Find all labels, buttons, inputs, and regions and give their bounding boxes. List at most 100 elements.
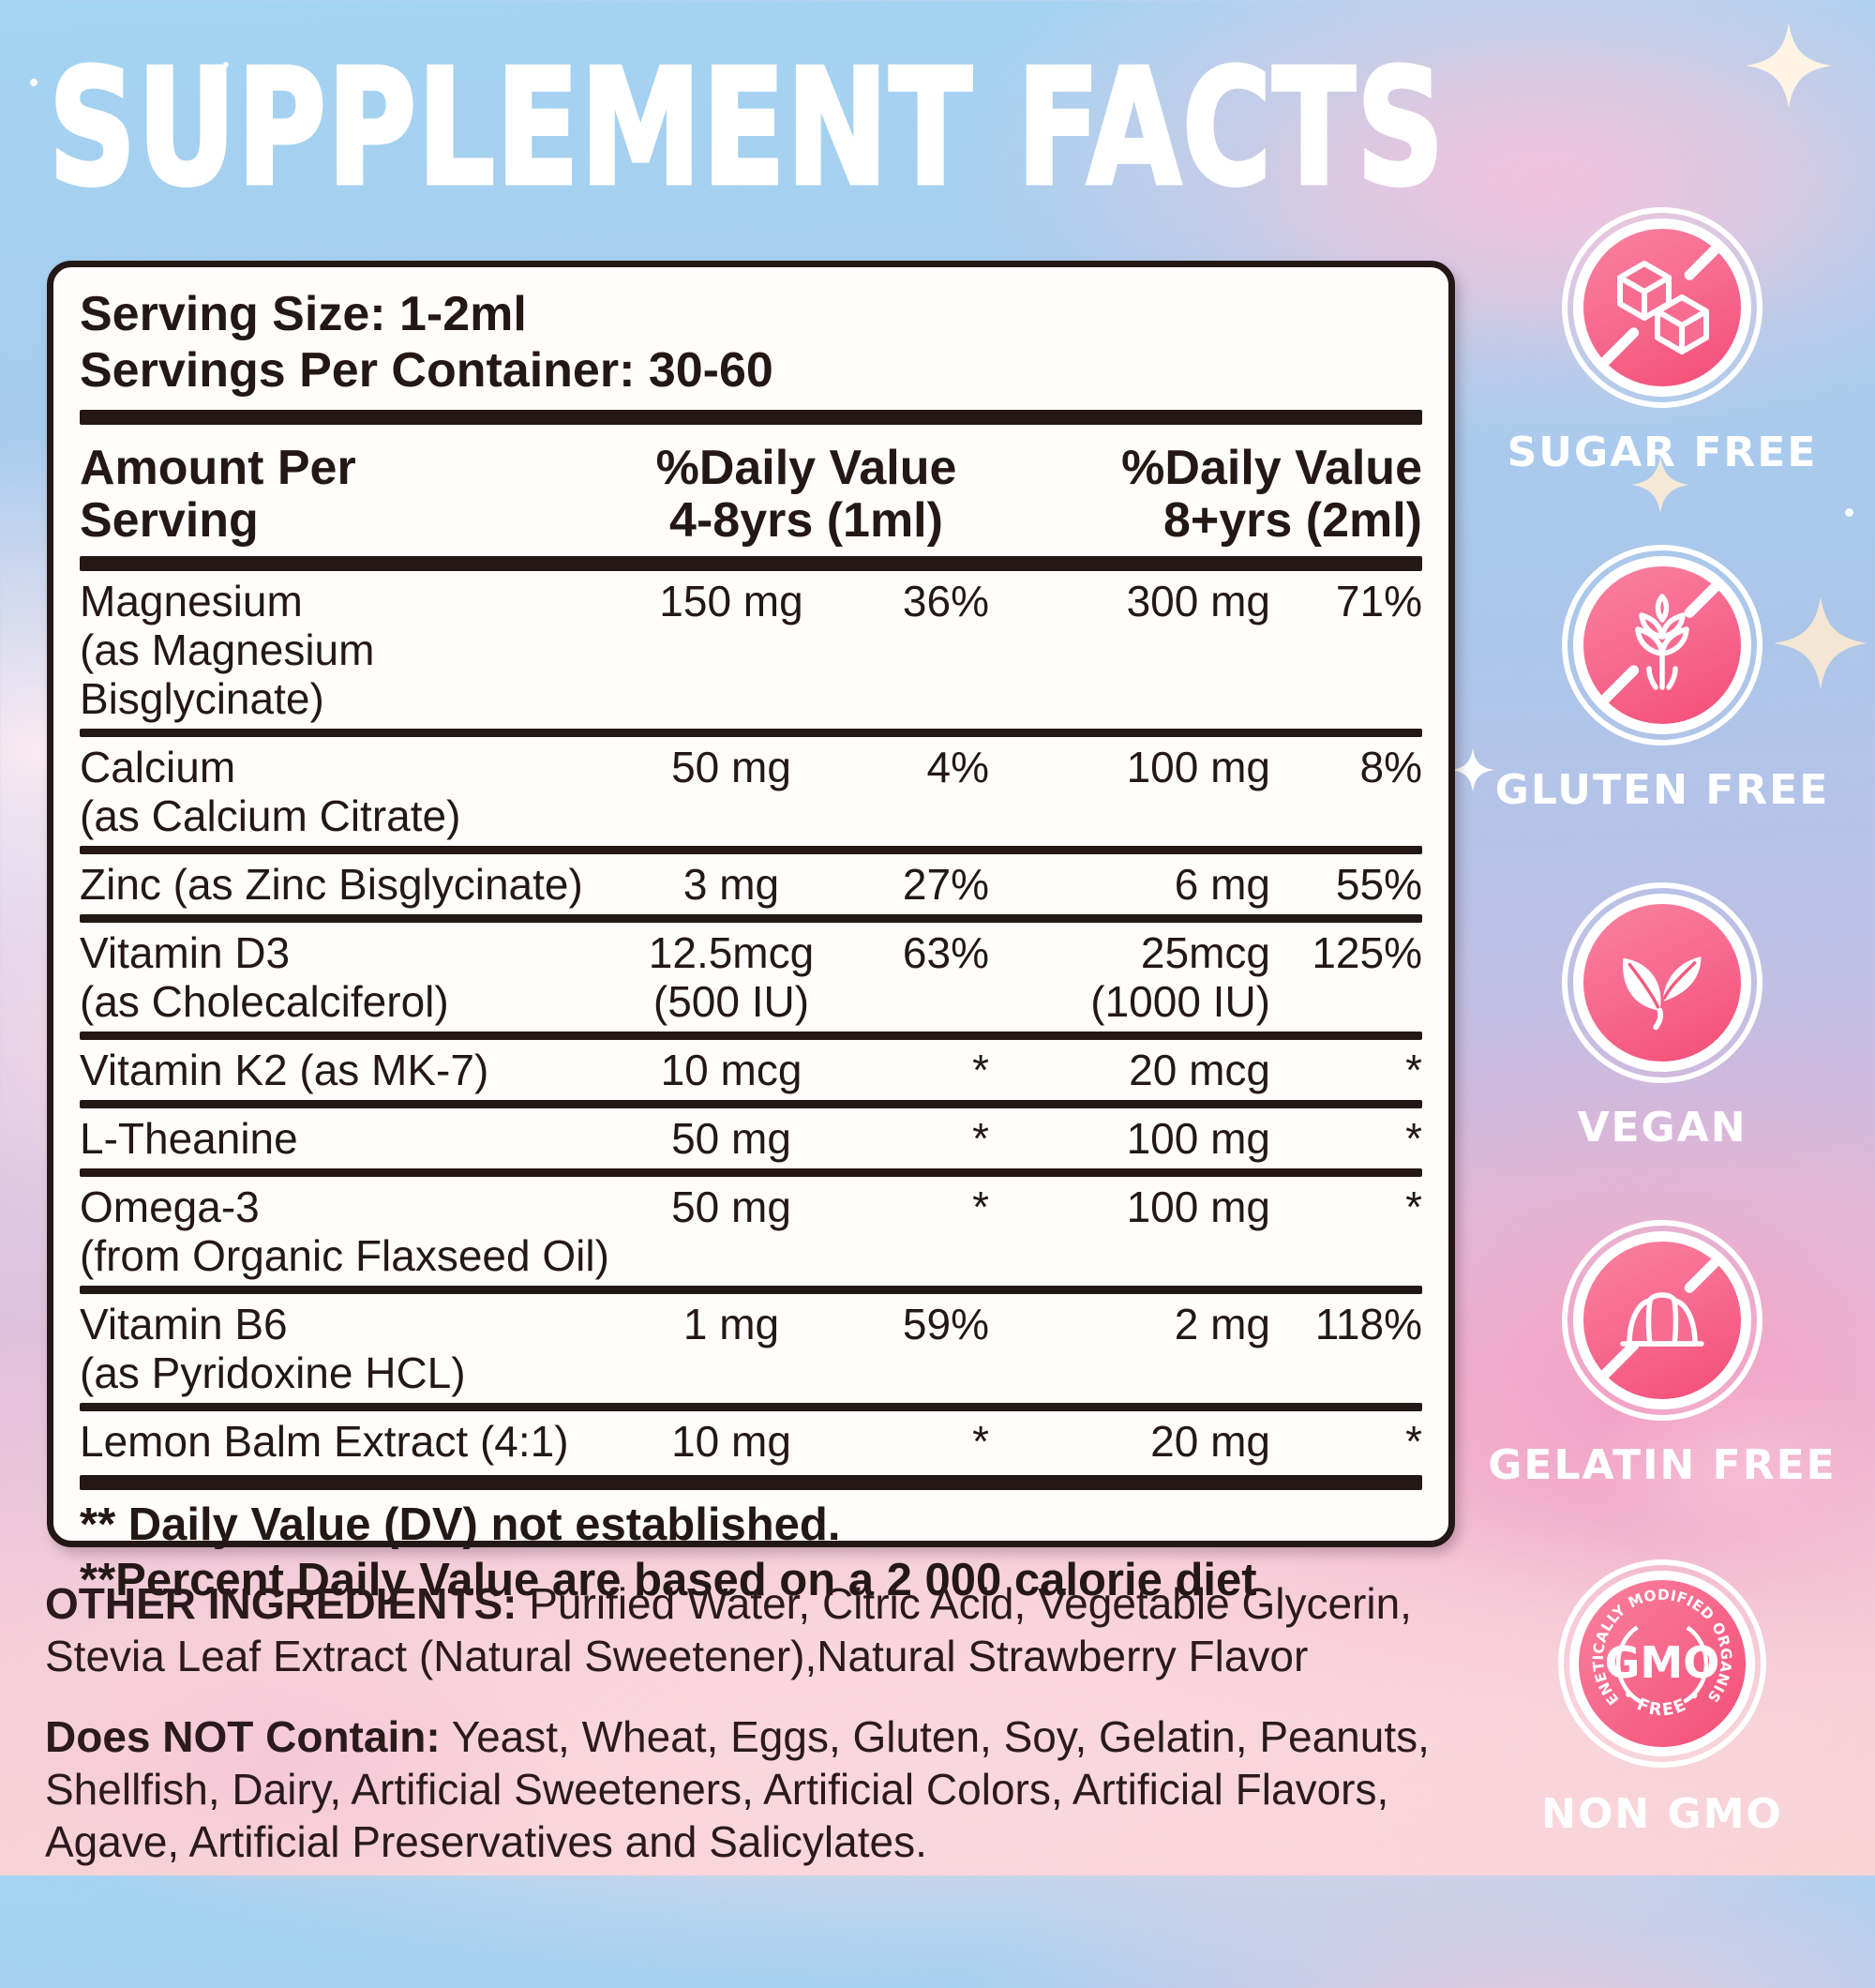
dv-1: * (972, 1114, 989, 1163)
header-dv2-line1: %Daily Value (1121, 441, 1422, 495)
divider (80, 1403, 1422, 1411)
dv-2: * (1405, 1417, 1422, 1466)
amount-2: 100 mg (1126, 1114, 1270, 1163)
amount-2: 20 mg (1150, 1417, 1270, 1466)
nutrient-name: Lemon Balm Extract (4:1) (80, 1417, 569, 1466)
divider (80, 1286, 1422, 1294)
wheat-icon (1635, 594, 1689, 690)
dv-1: 27% (902, 860, 989, 909)
amount-1: 50 mg (671, 743, 791, 791)
amount-1: 3 mg (682, 860, 780, 909)
nutrient-name: Vitamin B6 (80, 1300, 288, 1348)
sparkle-icon (1451, 748, 1494, 791)
amount-2: 300 mg (1126, 577, 1270, 625)
dv-2: 125% (1312, 928, 1422, 977)
table-row: Lemon Balm Extract (4:1) 10 mg * 20 mg * (80, 1411, 1422, 1471)
serving-size: Serving Size: 1-2ml (80, 287, 527, 341)
header-amount-line2: Serving (80, 493, 259, 548)
other-ingredients-text: Purified Water, Citric Acid, Vegetable G… (45, 1579, 1412, 1680)
amount-1: 10 mcg (660, 1046, 802, 1094)
table-row: Magnesium (as Magnesium Bisglycinate) 150… (80, 571, 1422, 729)
other-ingredients-label: OTHER INGREDIENTS: (45, 1579, 518, 1628)
table-row: Vitamin K2 (as MK-7) 10 mcg * 20 mcg * (80, 1040, 1422, 1100)
divider (80, 914, 1422, 923)
star-dot (1048, 109, 1054, 114)
divider (80, 729, 1422, 737)
badge-vegan: VEGAN (1508, 882, 1817, 1220)
dv-2: 8% (1359, 743, 1422, 791)
table-row: Vitamin D3 (as Cholecalciferol) 12.5mcg (5… (80, 928, 1422, 1026)
badge-non-gmo: GENETICALLY MODIFIED ORGANISM • FREE • G… (1508, 1558, 1817, 1895)
nutrient-name: Omega-3 (80, 1182, 260, 1231)
supplement-facts-panel: Serving Size: 1-2ml Servings Per Contain… (47, 261, 1455, 1605)
divider-thick (80, 410, 1422, 425)
table-row: Omega-3 (from Organic Flaxseed Oil) 50 mg… (80, 1177, 1422, 1286)
badge-label: GLUTEN FREE (1494, 766, 1830, 814)
dv-1: * (972, 1417, 989, 1466)
leaves-icon (1623, 956, 1702, 1031)
badge-gelatin-free: GELATIN FREE (1488, 1220, 1835, 1558)
dv-2: * (1405, 1182, 1422, 1231)
sugar-cubes-icon (1617, 261, 1709, 354)
star-dot (1845, 508, 1853, 517)
table-row: L-Theanine 50 mg * 100 mg * (80, 1108, 1422, 1168)
dv-1: 59% (902, 1300, 989, 1348)
nutrient-name: Zinc (as Zinc Bisglycinate) (80, 860, 583, 909)
gmo-stamp-icon: GENETICALLY MODIFIED ORGANISM • FREE • G… (1556, 1558, 1766, 1768)
nutrient-name: Calcium (80, 743, 236, 791)
dv-1: 36% (902, 577, 989, 625)
nutrient-source: (as Calcium Citrate) (80, 791, 461, 840)
badge-gluten-free: GLUTEN FREE (1495, 545, 1827, 882)
table-header: Amount Per Serving %Daily Value 4-8yrs (… (80, 434, 1422, 554)
dv-1: * (972, 1046, 989, 1094)
bottom-text: OTHER INGREDIENTS: Purified Water, Citri… (45, 1577, 1466, 1896)
does-not-contain-label: Does NOT Contain: (45, 1712, 441, 1761)
badge-column: SUGAR FREE (1488, 207, 1835, 1895)
nutrient-name: Magnesium (80, 577, 303, 625)
dv-1: 63% (902, 928, 989, 977)
does-not-contain-text: Yeast, Wheat, Eggs, Gluten, Soy, Gelatin… (45, 1712, 1430, 1866)
divider (80, 846, 1422, 854)
nutrient-source: (as Magnesium Bisglycinate) (80, 625, 375, 723)
nutrient-name: L-Theanine (80, 1114, 298, 1163)
amount-2: 20 mcg (1129, 1046, 1270, 1094)
badge-label: NON GMO (1541, 1790, 1783, 1838)
header-amount-line1: Amount Per (80, 441, 356, 495)
table-row: Calcium (as Calcium Citrate) 50 mg 4% 100… (80, 737, 1422, 846)
amount-2: 100 mg (1126, 743, 1270, 791)
divider (80, 1032, 1422, 1040)
amount-1: 1 mg (682, 1300, 780, 1348)
divider-thick (80, 556, 1422, 571)
star-dot (223, 62, 229, 68)
gmo-center-text: GMO (1605, 1637, 1720, 1688)
badge-label: SUGAR FREE (1507, 429, 1818, 476)
dv-1: * (972, 1182, 989, 1231)
nutrient-source: (from Organic Flaxseed Oil) (80, 1231, 609, 1280)
divider-thick (80, 1475, 1422, 1490)
amount-2-sub: (1000 IU) (1090, 977, 1270, 1026)
badge-sugar-free: SUGAR FREE (1508, 207, 1817, 545)
footnote-percent: **Percent Daily Value are based on a 2 0… (80, 1555, 1257, 1605)
dv-2: 71% (1335, 577, 1422, 625)
dv-2: 118% (1314, 1300, 1422, 1348)
amount-1: 50 mg (671, 1182, 791, 1231)
divider (80, 1100, 1422, 1108)
footnote-dv: ** Daily Value (DV) not established. (80, 1499, 841, 1550)
dv-2: * (1405, 1114, 1422, 1163)
header-dv2-line2: 8+yrs (2ml) (1162, 493, 1422, 548)
amount-1: 50 mg (671, 1114, 791, 1163)
dv-2: * (1405, 1046, 1422, 1094)
amount-1: 10 mg (671, 1417, 791, 1466)
nutrient-source: (as Pyridoxine HCL) (80, 1348, 466, 1397)
amount-1: 12.5mcg (648, 928, 815, 977)
amount-2: 25mcg (1140, 928, 1270, 977)
does-not-contain: Does NOT Contain: Yeast, Wheat, Eggs, Gl… (45, 1710, 1466, 1868)
nutrient-name: Vitamin K2 (as MK-7) (80, 1046, 489, 1094)
nutrient-name: Vitamin D3 (80, 928, 291, 977)
amount-2: 2 mg (1174, 1300, 1270, 1348)
page-title: SUPPLEMENT FACTS (47, 34, 1446, 224)
star-dot (30, 79, 38, 86)
amount-2: 6 mg (1174, 860, 1270, 909)
table-row: Zinc (as Zinc Bisglycinate) 3 mg 27% 6 m… (80, 854, 1422, 914)
other-ingredients: OTHER INGREDIENTS: Purified Water, Citri… (45, 1577, 1466, 1682)
